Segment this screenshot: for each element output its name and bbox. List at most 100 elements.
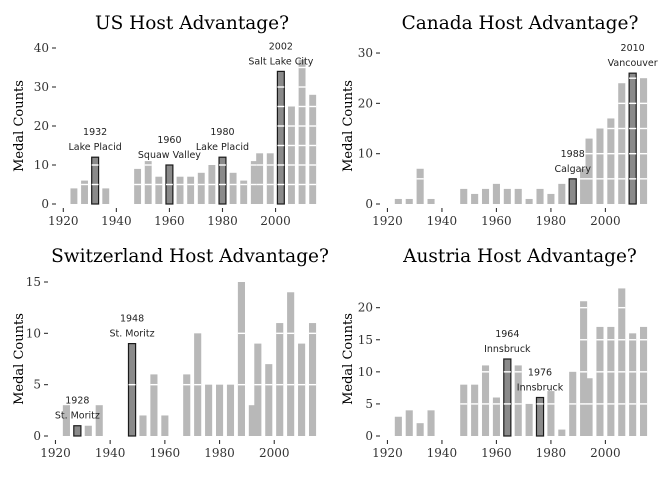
us-host-advantage-x-tick-label: 1940 — [101, 214, 132, 228]
bar-rect — [514, 365, 522, 436]
bar-1960 — [161, 415, 169, 436]
bar-rect — [585, 378, 593, 436]
bar-1948 — [134, 168, 142, 204]
bar-rect — [580, 301, 588, 436]
bar-2010 — [629, 333, 637, 436]
bar-2006 — [287, 292, 295, 436]
austria-host-advantage-title: Austria Host Advantage? — [402, 246, 637, 267]
bar-1972 — [525, 403, 533, 436]
canada-host-advantage-y-tick-label: 0 — [365, 197, 373, 211]
bar-rect — [183, 374, 191, 436]
switzerland-host-advantage-x-tick-label: 2000 — [259, 446, 290, 460]
bar-rect — [607, 118, 615, 204]
switzerland-host-advantage-y-axis-title: Medal Counts — [12, 313, 27, 405]
bar-rect — [618, 83, 626, 204]
bar-rect — [187, 176, 195, 204]
bar-rect — [394, 416, 402, 436]
us-host-advantage-y-tick-label: 0 — [41, 197, 49, 211]
bar-rect — [250, 161, 258, 204]
bar-rect — [276, 70, 285, 205]
bar-rect — [640, 326, 648, 436]
bar-rect — [240, 180, 248, 204]
bar-2014 — [640, 78, 648, 204]
host-bar-1988 — [568, 178, 577, 205]
bar-1994 — [585, 138, 593, 204]
bar-1964 — [176, 176, 184, 204]
bar-1952 — [471, 193, 479, 204]
annotation-city-squaw-valley: Squaw Valley — [138, 150, 201, 161]
annotation-year-1948: 1948 — [120, 314, 144, 325]
annotation-city-st-moritz: St. Moritz — [110, 329, 155, 340]
bar-rect — [558, 183, 566, 204]
bar-1976 — [536, 188, 544, 204]
bar-1932 — [84, 425, 92, 436]
bar-rect — [62, 405, 70, 436]
bar-1972 — [194, 333, 202, 436]
bar-rect — [256, 153, 264, 204]
bar-1924 — [70, 188, 78, 204]
bar-1956 — [481, 365, 490, 436]
austria-host-advantage-y-tick-label: 20 — [358, 301, 373, 315]
bar-rect — [139, 415, 147, 436]
canada-host-advantage-x-tick-label: 1960 — [481, 214, 512, 228]
annotation-city-lake-placid: Lake Placid — [196, 142, 249, 153]
bar-rect — [547, 193, 555, 204]
bar-1924 — [394, 198, 402, 204]
bar-rect — [568, 178, 577, 205]
bar-rect — [525, 198, 533, 204]
bar-rect — [460, 384, 468, 436]
bar-1994 — [254, 343, 262, 436]
bar-rect — [416, 423, 424, 436]
us-host-advantage-y-tick-label: 10 — [34, 158, 49, 172]
austria-host-advantage-x-tick-label: 1960 — [481, 446, 512, 460]
annotation-city-calgary: Calgary — [554, 164, 591, 175]
bar-1932 — [416, 168, 424, 204]
bar-rect — [229, 172, 237, 204]
bar-1960 — [492, 183, 500, 204]
bar-1932 — [416, 423, 424, 436]
bar-rect — [640, 78, 648, 204]
bar-1952 — [471, 384, 479, 436]
bar-rect — [471, 193, 479, 204]
switzerland-host-advantage-y-tick-label: 10 — [26, 326, 41, 340]
bar-rect — [460, 188, 468, 204]
annotation-city-st-moritz: St. Moritz — [55, 411, 100, 422]
bar-1964 — [503, 188, 511, 204]
bar-1956 — [481, 188, 490, 204]
canada-host-advantage-y-axis-title: Medal Counts — [341, 80, 356, 172]
bar-rect — [394, 198, 402, 204]
bar-rect — [287, 292, 295, 436]
austria-host-advantage-x-tick-label: 1920 — [372, 446, 403, 460]
bar-rect — [127, 343, 137, 437]
bar-2014 — [640, 326, 648, 436]
switzerland-host-advantage-x-tick-label: 1940 — [95, 446, 126, 460]
bar-rect — [405, 198, 413, 204]
bar-rect — [309, 94, 317, 204]
bar-rect — [226, 384, 235, 436]
bar-rect — [503, 358, 512, 437]
bar-2002 — [276, 323, 284, 436]
bar-rect — [628, 72, 637, 205]
us-host-advantage-x-tick-label: 1980 — [207, 214, 238, 228]
bar-1984 — [229, 172, 237, 204]
bar-rect — [585, 138, 593, 204]
bar-rect — [150, 374, 158, 436]
bar-rect — [254, 343, 262, 436]
host-bar-2002 — [276, 70, 285, 205]
canada-host-advantage-x-tick-label: 1940 — [427, 214, 458, 228]
annotation-city-vancouver: Vancouver — [608, 58, 658, 69]
austria-host-advantage-y-tick-label: 0 — [365, 429, 373, 443]
bar-1984 — [226, 384, 235, 436]
bar-1988 — [240, 180, 248, 204]
canada-host-advantage-x-tick-label: 2000 — [590, 214, 621, 228]
bar-rect — [492, 183, 500, 204]
us-host-advantage-y-axis-title: Medal Counts — [12, 80, 27, 172]
bar-rect — [427, 198, 435, 204]
bar-rect — [276, 323, 284, 436]
annotation-year-1976: 1976 — [528, 368, 552, 379]
annotation-year-1988: 1988 — [561, 149, 585, 160]
bar-1952 — [139, 415, 147, 436]
bar-1972 — [525, 198, 533, 204]
bar-rect — [81, 180, 88, 204]
bar-rect — [298, 343, 306, 436]
